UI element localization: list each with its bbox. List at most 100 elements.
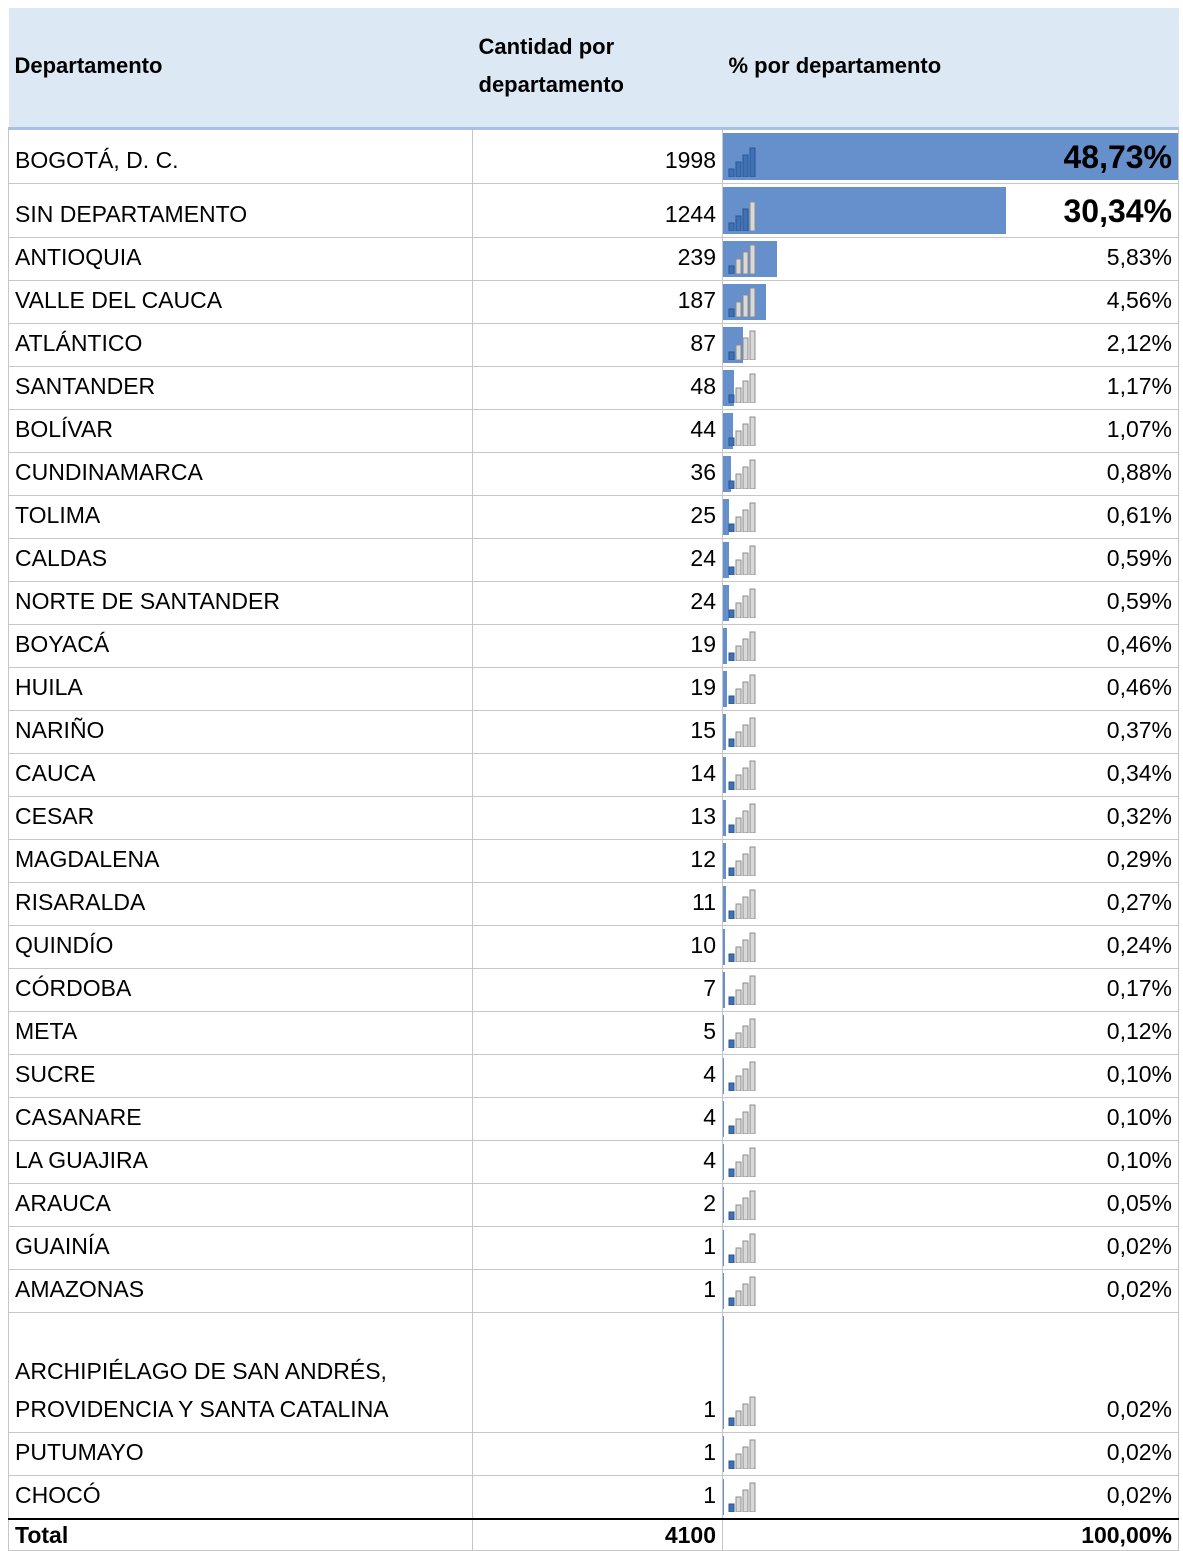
icon-bar — [750, 718, 755, 747]
icon-bar — [743, 553, 748, 575]
percent-cell: 5,83% — [723, 238, 1179, 281]
icon-bar — [743, 682, 748, 704]
icon-bar — [729, 223, 734, 231]
department-name: BOLÍVAR — [9, 410, 473, 453]
icon-bar — [736, 1248, 741, 1263]
percent-cell: 0,10% — [723, 1055, 1179, 1098]
rating-icon — [727, 631, 757, 661]
percent-cell: 0,29% — [723, 840, 1179, 883]
icon-bar — [736, 904, 741, 919]
icon-bar — [750, 1440, 755, 1469]
icon-bar — [729, 481, 734, 489]
icon-bar — [736, 818, 741, 833]
icon-bar — [743, 1241, 748, 1263]
icon-bar — [729, 1298, 734, 1306]
data-bar — [723, 187, 1006, 234]
percent-label: 4,56% — [1107, 287, 1172, 313]
icon-bar — [729, 954, 734, 962]
percent-label: 2,12% — [1107, 330, 1172, 356]
percent-label: 0,10% — [1107, 1104, 1172, 1130]
percent-cell: 0,17% — [723, 969, 1179, 1012]
icon-bar — [750, 546, 755, 575]
icon-bar — [736, 560, 741, 575]
percent-label: 0,88% — [1107, 459, 1172, 485]
icon-bar — [729, 266, 734, 274]
icon-bar — [736, 861, 741, 876]
header-row: Departamento Cantidad por departamento %… — [9, 8, 1179, 129]
department-count: 1 — [473, 1270, 723, 1313]
icon-bar — [743, 510, 748, 532]
department-name: CUNDINAMARCA — [9, 453, 473, 496]
icon-bar — [736, 1205, 741, 1220]
data-bar — [723, 1101, 724, 1137]
icon-bar — [750, 804, 755, 833]
department-count: 44 — [473, 410, 723, 453]
icon-bar — [750, 1105, 755, 1134]
department-name: MAGDALENA — [9, 840, 473, 883]
icon-bar — [743, 1112, 748, 1134]
rating-icon — [727, 803, 757, 833]
department-count: 2 — [473, 1184, 723, 1227]
percent-label: 0,61% — [1107, 502, 1172, 528]
percent-label: 48,73% — [1063, 139, 1172, 175]
department-count: 239 — [473, 238, 723, 281]
icon-bar — [750, 1148, 755, 1177]
icon-bar — [743, 811, 748, 833]
percent-label: 0,02% — [1107, 1396, 1172, 1422]
percent-cell: 0,61% — [723, 496, 1179, 539]
icon-bar — [736, 388, 741, 403]
rating-icon — [727, 502, 757, 532]
icon-bar — [729, 1212, 734, 1220]
icon-bar — [743, 725, 748, 747]
department-count: 5 — [473, 1012, 723, 1055]
percent-cell: 0,88% — [723, 453, 1179, 496]
data-bar — [723, 1058, 724, 1094]
department-count: 1 — [473, 1227, 723, 1270]
department-count: 187 — [473, 281, 723, 324]
icon-bar — [743, 897, 748, 919]
rating-icon — [727, 459, 757, 489]
rating-icon — [727, 244, 757, 274]
percent-label: 0,12% — [1107, 1018, 1172, 1044]
icon-bar — [743, 639, 748, 661]
icon-bar — [750, 1483, 755, 1512]
percent-label: 0,17% — [1107, 975, 1172, 1001]
percent-label: 0,27% — [1107, 889, 1172, 915]
icon-bar — [750, 1191, 755, 1220]
icon-bar — [743, 940, 748, 962]
rating-icon — [727, 1190, 757, 1220]
icon-bar — [729, 395, 734, 403]
icon-bar — [750, 1234, 755, 1263]
department-count: 1 — [473, 1476, 723, 1520]
icon-bar — [750, 503, 755, 532]
icon-bar — [729, 1504, 734, 1512]
total-label: Total — [9, 1519, 473, 1551]
icon-bar — [750, 374, 755, 403]
data-bar — [723, 1144, 724, 1180]
icon-bar — [736, 1119, 741, 1134]
icon-bar — [743, 1198, 748, 1220]
rating-icon — [727, 201, 757, 231]
rating-icon — [727, 889, 757, 919]
icon-bar — [750, 589, 755, 618]
department-count: 1 — [473, 1313, 723, 1433]
data-bar — [723, 929, 725, 965]
department-name: TOLIMA — [9, 496, 473, 539]
icon-bar — [750, 1062, 755, 1091]
percent-label: 0,59% — [1107, 545, 1172, 571]
department-count: 48 — [473, 367, 723, 410]
department-count: 15 — [473, 711, 723, 754]
department-count: 25 — [473, 496, 723, 539]
icon-bar — [743, 295, 748, 317]
